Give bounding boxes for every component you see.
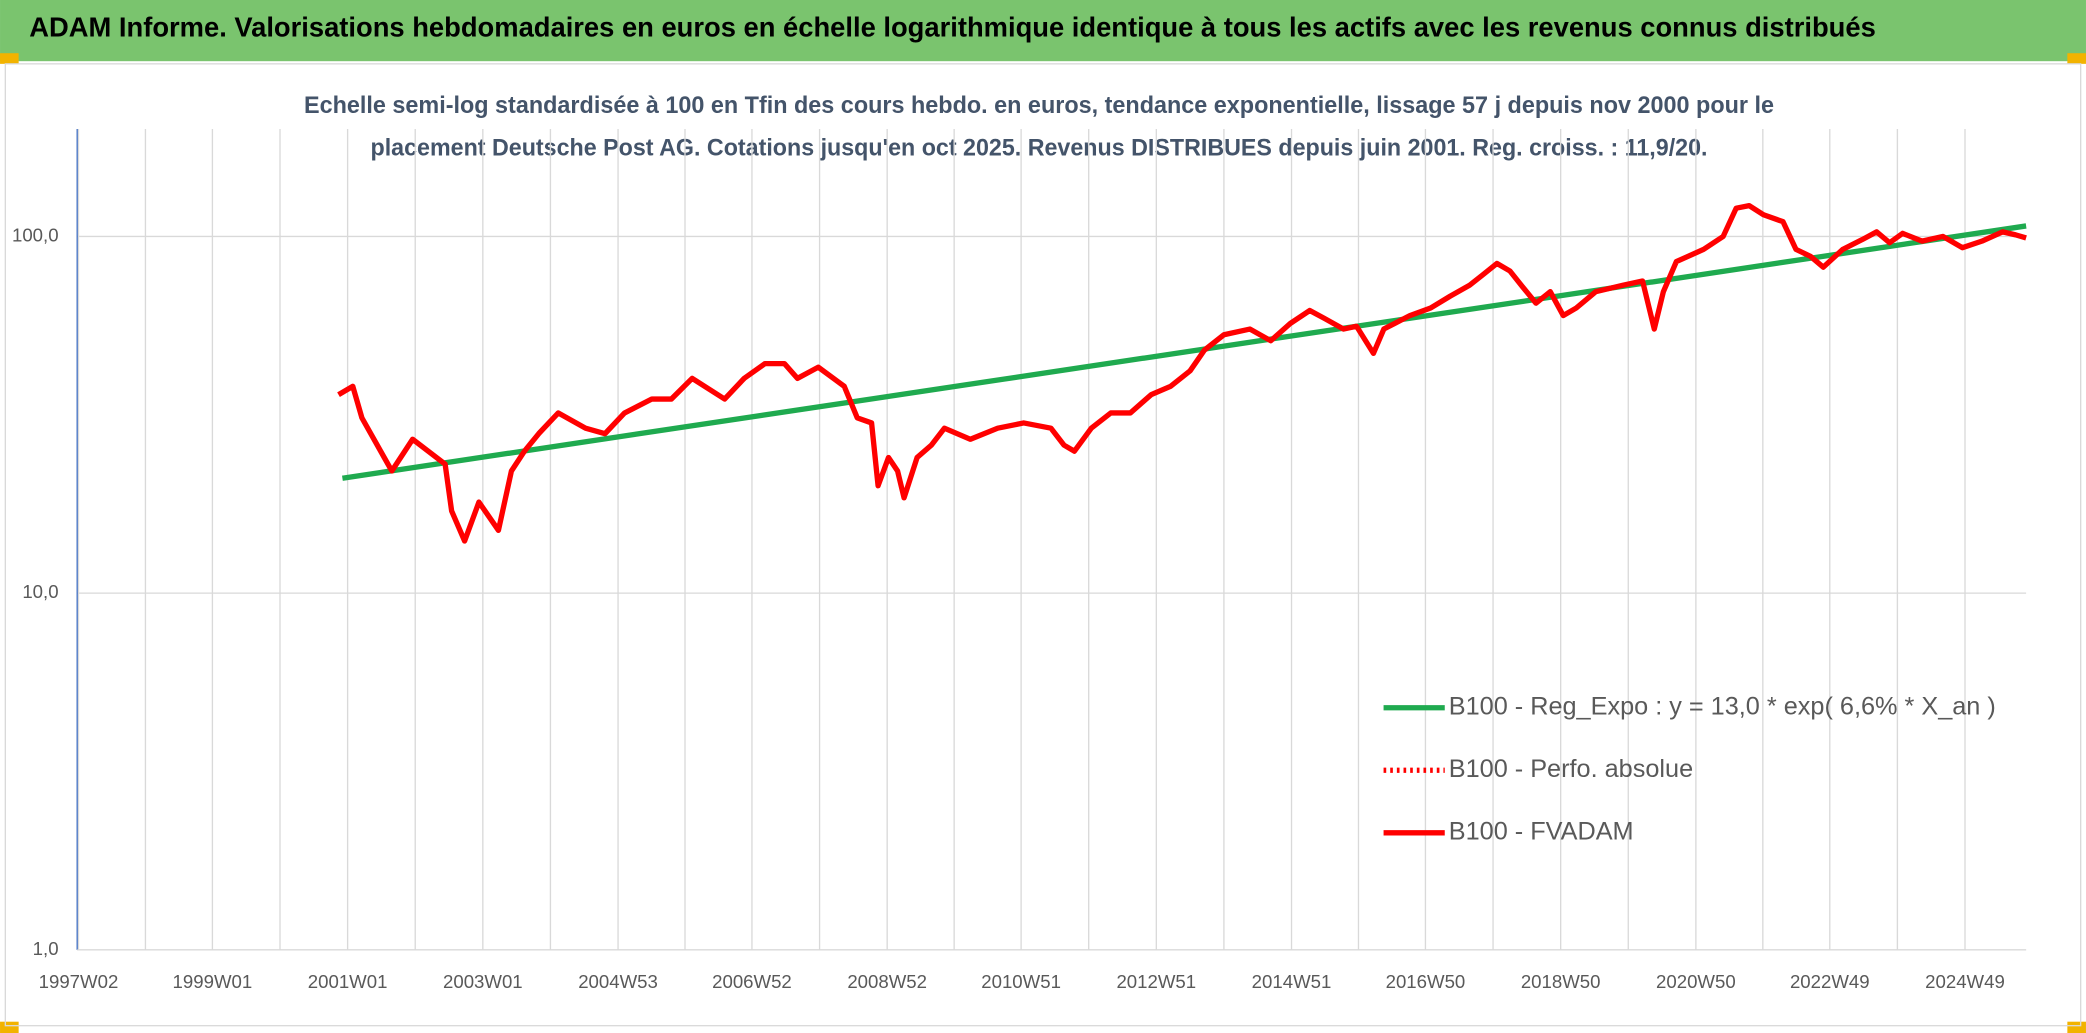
chart-border bbox=[4, 63, 2082, 1027]
corner-mark bbox=[0, 1021, 19, 1033]
corner-mark bbox=[0, 53, 19, 64]
x-tick-label: 1999W01 bbox=[173, 971, 253, 992]
x-tick-label: 2003W01 bbox=[443, 971, 523, 992]
chart-title: ADAM Informe. Valorisations hebdomadaire… bbox=[29, 12, 1875, 43]
x-tick-label: 2012W51 bbox=[1116, 971, 1196, 992]
chart-subtitle: placement Deutsche Post AG. Cotations ju… bbox=[371, 134, 1708, 161]
corner-mark bbox=[2067, 53, 2086, 64]
series-line bbox=[337, 202, 2027, 544]
x-tick-label: 2016W50 bbox=[1386, 971, 1466, 992]
x-tick-label: 2018W50 bbox=[1521, 971, 1601, 992]
x-tick-label: 2006W52 bbox=[712, 971, 792, 992]
x-tick-label: 2001W01 bbox=[308, 971, 388, 992]
x-tick-label: 2020W50 bbox=[1656, 971, 1736, 992]
x-tick-label: 2024W49 bbox=[1925, 971, 2005, 992]
y-tick-label: 1,0 bbox=[33, 938, 59, 959]
x-tick-label: 1997W02 bbox=[39, 971, 119, 992]
x-tick-label: 2008W52 bbox=[847, 971, 927, 992]
x-tick-label: 2004W53 bbox=[578, 971, 658, 992]
x-tick-label: 2010W51 bbox=[981, 971, 1061, 992]
corner-mark bbox=[2067, 1021, 2086, 1033]
y-tick-label: 10,0 bbox=[22, 581, 58, 602]
chart-subtitle: Echelle semi-log standardisée à 100 en T… bbox=[304, 92, 1774, 119]
x-tick-label: 2014W51 bbox=[1252, 971, 1332, 992]
legend-label: B100 - Reg_Expo : y = 13,0 * exp( 6,6% *… bbox=[1449, 692, 1996, 720]
legend-label: B100 - Perfo. absolue bbox=[1449, 755, 1693, 783]
y-tick-label: 100,0 bbox=[12, 224, 59, 245]
x-tick-label: 2022W49 bbox=[1790, 971, 1870, 992]
legend-label: B100 - FVADAM bbox=[1449, 817, 1634, 845]
series-line bbox=[342, 223, 2027, 481]
header-bar bbox=[0, 0, 2086, 62]
